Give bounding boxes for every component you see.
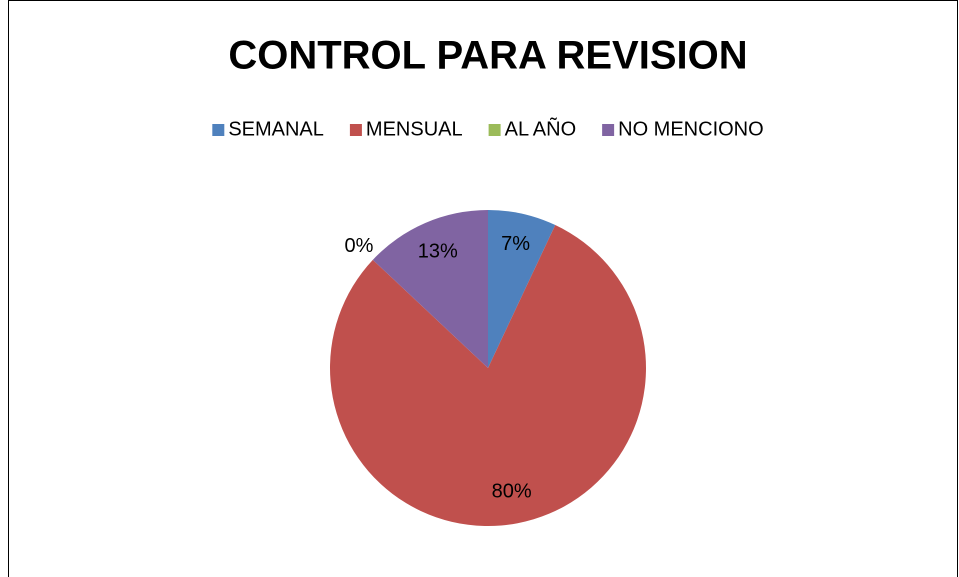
data-label: 7% [501,233,530,255]
data-label: 80% [492,480,532,502]
legend-label: NO MENCIONO [618,118,764,140]
pie-slice [372,210,488,368]
legend-swatch [349,124,362,136]
legend-swatch [602,124,615,136]
legend-label: AL AÑO [505,116,577,140]
pie-slice [488,210,556,368]
legend-swatch [488,124,501,136]
legend-label: SEMANAL [228,118,324,140]
legend-label: MENSUAL [366,118,463,140]
data-label: 13% [418,240,458,262]
data-label: 0% [345,235,374,257]
legend-swatch [212,124,225,136]
pie-slice [330,225,646,526]
chart-title: CONTROL PARA REVISION [228,34,747,78]
